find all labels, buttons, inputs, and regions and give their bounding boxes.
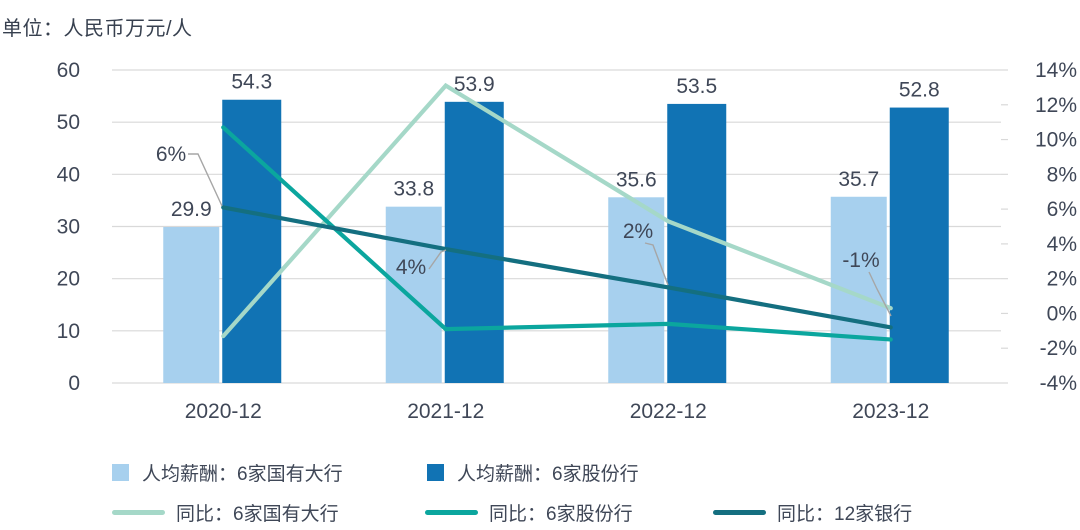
line-series xyxy=(221,82,893,339)
right-axis-tick-label: -2% xyxy=(1040,337,1077,360)
annotation-leader-line xyxy=(428,249,447,270)
right-axis-tick-label: 0% xyxy=(1047,302,1077,325)
legend-label: 人均薪酬：6家股份行 xyxy=(457,463,639,485)
left-axis-tick-label: 30 xyxy=(57,216,80,239)
right-axis-tick-label: 12% xyxy=(1035,94,1077,117)
bar-value-label: 53.9 xyxy=(454,73,495,96)
bar-value-label: 54.3 xyxy=(231,71,272,94)
annotation-label: -1% xyxy=(842,249,879,272)
x-axis-category-label: 2020-12 xyxy=(185,400,262,423)
bar-value-label: 52.8 xyxy=(899,79,940,102)
left-axis-tick-label: 50 xyxy=(57,111,80,134)
legend-label: 人均薪酬：6家国有大行 xyxy=(142,463,343,485)
bar-value-label: 35.6 xyxy=(616,168,657,191)
annotation-label: 6% xyxy=(156,143,186,166)
bar-value-label: 53.5 xyxy=(676,75,717,98)
left-axis-tick-label: 10 xyxy=(57,320,80,343)
legend-swatch xyxy=(425,509,478,515)
bar xyxy=(608,197,665,383)
bar xyxy=(444,101,504,384)
bar xyxy=(889,107,949,383)
chart-unit-title: 单位：人民币万元/人 xyxy=(2,18,193,40)
legend-label: 同比：6家股份行 xyxy=(489,503,633,525)
legend-item-line-2: 同比：12家银行 xyxy=(713,500,913,525)
x-axis-category-label: 2023-12 xyxy=(852,400,929,423)
legend-item-line-0: 同比：6家国有大行 xyxy=(112,500,339,525)
left-axis-tick-label: 60 xyxy=(57,59,80,82)
legend-label: 同比：12家银行 xyxy=(777,503,913,525)
bar xyxy=(667,103,727,384)
right-axis-tick-label: 10% xyxy=(1035,129,1077,152)
right-axis-tick-label: 8% xyxy=(1047,163,1077,186)
left-axis-tick-label: 20 xyxy=(57,268,80,291)
left-axis-tick-label: 40 xyxy=(57,163,80,186)
right-axis-tick-label: 6% xyxy=(1047,198,1077,221)
legend-item-bar-1: 人均薪酬：6家股份行 xyxy=(427,460,639,485)
legend-swatch xyxy=(112,463,129,481)
right-axis-tick-label: 2% xyxy=(1047,268,1077,291)
right-axis-tick-label: -4% xyxy=(1040,372,1077,395)
annotation-label: 4% xyxy=(396,256,426,279)
legend-swatch xyxy=(427,463,444,481)
line-series xyxy=(221,205,893,330)
annotation-leader-line xyxy=(868,271,892,317)
bar xyxy=(163,227,220,383)
chart-canvas: 60 50 40 30 20 10 0 14% 12% 10% 8% 6% 4% 2% 0% -2% -4% 29… xyxy=(57,59,1077,423)
legend-item-line-1: 同比：6家股份行 xyxy=(425,500,633,525)
x-axis-category-label: 2021-12 xyxy=(407,400,484,423)
legend-swatch xyxy=(112,509,165,515)
left-axis-tick-label: 0 xyxy=(68,372,80,395)
bar-value-label: 33.8 xyxy=(393,178,434,201)
right-axis-tick-label: 4% xyxy=(1047,233,1077,256)
bar-value-label: 29.9 xyxy=(171,198,212,221)
annotation-label: 2% xyxy=(623,220,653,243)
annotation-leader-line xyxy=(644,242,669,286)
x-axis-category-label: 2022-12 xyxy=(630,400,707,423)
annotation-leader-line xyxy=(188,153,223,207)
legend-item-bar-0: 人均薪酬：6家国有大行 xyxy=(112,460,343,485)
bar-value-label: 35.7 xyxy=(838,168,879,191)
right-axis-tick-label: 14% xyxy=(1035,59,1077,82)
legend-label: 同比：6家国有大行 xyxy=(176,503,339,525)
bar xyxy=(222,99,282,384)
legend-swatch xyxy=(713,509,766,515)
bar xyxy=(385,206,442,383)
